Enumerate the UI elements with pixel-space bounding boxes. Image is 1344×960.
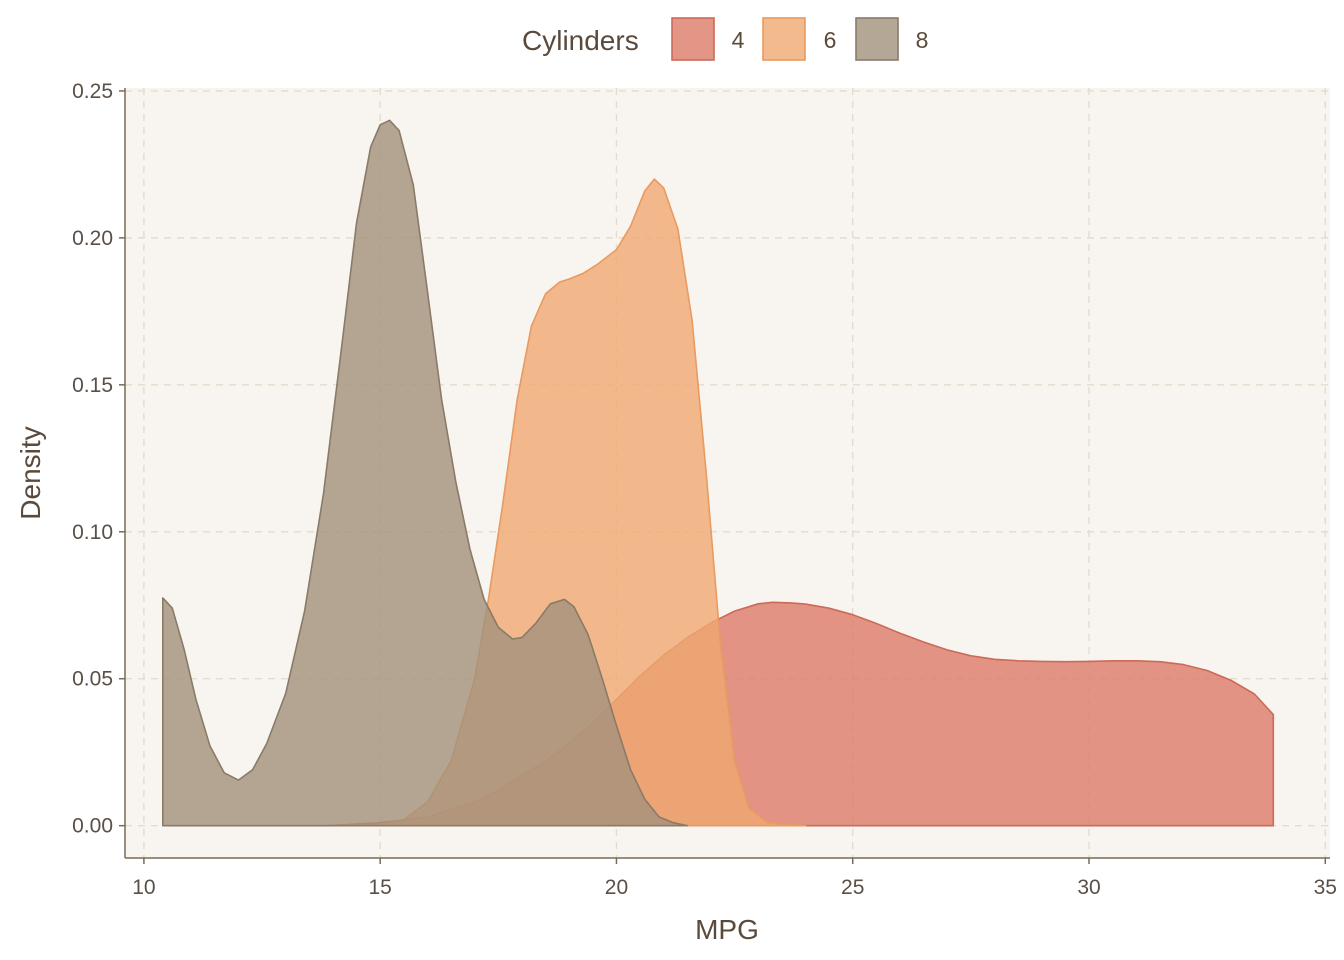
legend: Cylinders 4 6 8 [522,17,929,61]
x-tick-label: 20 [605,876,628,899]
legend-swatch-cyl-6 [762,17,806,61]
legend-swatch-cyl-4 [671,17,715,61]
density-areas [162,119,1275,827]
y-axis-title: Density [15,426,46,519]
x-ticks: 10 15 20 25 30 35 [132,858,1337,899]
y-tick-label: 0.00 [72,815,113,838]
y-tick-label: 0.05 [72,668,113,691]
x-tick-label: 25 [841,876,864,899]
legend-label-cyl-4: 4 [732,27,745,53]
x-tick-label: 30 [1077,876,1100,899]
legend-label-cyl-6: 6 [824,27,837,53]
y-tick-label: 0.25 [72,80,113,103]
legend-title: Cylinders [522,25,639,56]
legend-swatch-cyl-8 [855,17,899,61]
y-tick-label: 0.20 [72,227,113,250]
x-tick-label: 35 [1314,876,1337,899]
y-ticks: 0.00 0.05 0.10 0.15 0.20 0.25 [72,80,125,838]
x-tick-label: 15 [368,876,391,899]
x-axis-title: MPG [695,914,759,945]
x-tick-label: 10 [132,876,155,899]
y-tick-label: 0.15 [72,374,113,397]
legend-label-cyl-8: 8 [916,27,929,53]
y-tick-label: 0.10 [72,521,113,544]
density-area-cyl-8 [162,119,689,827]
axes [124,88,1330,859]
